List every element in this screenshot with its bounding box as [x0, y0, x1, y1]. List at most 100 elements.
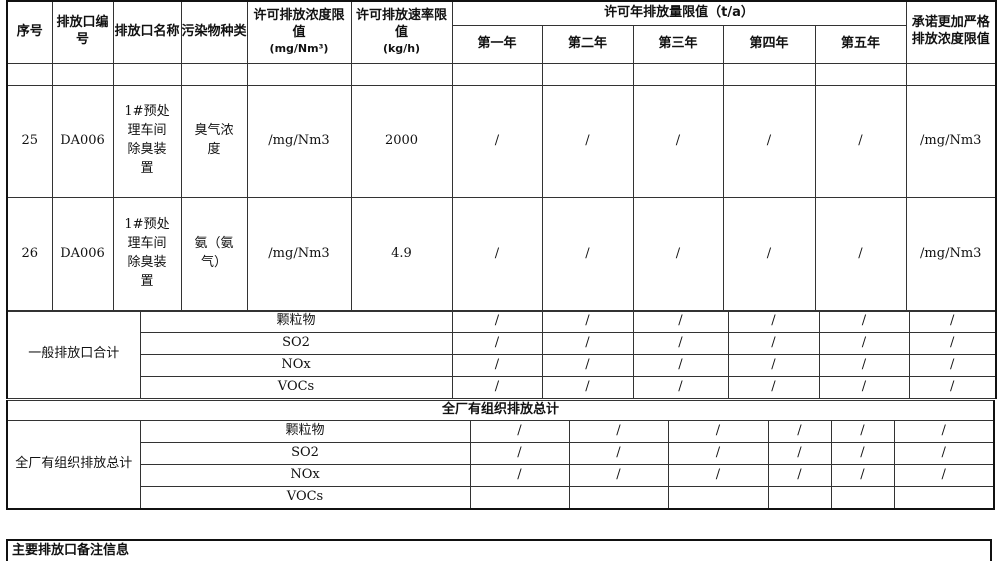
pollutant-name: NOx — [139, 464, 471, 487]
cell-code: DA006 — [51, 84, 114, 198]
total-value: / — [818, 376, 910, 399]
cell-year: / — [722, 196, 816, 312]
total-value: / — [830, 442, 895, 465]
header-seq: 序号 — [6, 0, 53, 64]
permit-table: 序号 排放口编号 排放口名称 污染物种类 许可排放浓度限值 (mg/Nm³) 许可… — [6, 0, 997, 312]
total-value: / — [469, 442, 570, 465]
total-value: / — [727, 310, 820, 333]
total-value: / — [893, 464, 995, 487]
total-value: / — [568, 420, 669, 443]
cell-rate: 2000 — [350, 84, 453, 198]
total-value: / — [893, 442, 995, 465]
cell-pollutant: 臭气浓度 — [180, 84, 248, 198]
total-value: / — [568, 464, 669, 487]
total-row: 一般排放口合计 颗粒物 / / / / / / — [6, 310, 997, 399]
total-value: / — [830, 464, 895, 487]
cell-year: / — [632, 84, 724, 198]
total-value: / — [541, 310, 634, 333]
pollutant-name: SO2 — [139, 332, 453, 355]
total-value: / — [451, 310, 543, 333]
header-stricter: 承诺更加严格排放浓度限值 — [905, 0, 997, 64]
cell-conc: /mg/Nm3 — [246, 196, 352, 312]
cell-year: / — [541, 196, 634, 312]
total-value — [568, 486, 669, 509]
total-row: 全厂有组织排放总计 颗粒物 / / / / / / — [6, 420, 995, 509]
total-value: / — [667, 420, 769, 443]
total-label: 一般排放口合计 — [6, 310, 141, 399]
total-value: / — [818, 354, 910, 377]
cell-name: 1#预处理车间除臭装置 — [112, 196, 182, 312]
header-annual-limit: 许可年排放量限值（t/a） — [451, 0, 907, 26]
conc-limit-label: 许可排放浓度限值 — [253, 8, 345, 41]
total-value: / — [893, 420, 995, 443]
total-value: / — [451, 332, 543, 355]
total-label: 全厂有组织排放总计 — [6, 420, 141, 509]
total-value — [767, 486, 832, 509]
total-value: / — [818, 310, 910, 333]
total-value: / — [818, 332, 910, 355]
pollutant-name: NOx — [139, 354, 453, 377]
cell-year: / — [451, 196, 543, 312]
plant-total-title: 全厂有组织排放总计 — [6, 400, 995, 421]
pollutant-name: 颗粒物 — [139, 420, 471, 443]
total-row: SO2// / / / / — [7, 442, 995, 465]
total-value: / — [908, 354, 997, 377]
cell-year: / — [814, 84, 907, 198]
pollutant-name: VOCs — [139, 376, 453, 399]
total-value: / — [727, 332, 820, 355]
cell-stricter: /mg/Nm3 — [905, 196, 997, 312]
pollutant-name: 颗粒物 — [139, 310, 453, 333]
header-year: 第一年 — [451, 24, 543, 64]
total-value: / — [727, 354, 820, 377]
total-value: / — [908, 376, 997, 399]
cell-rate: 4.9 — [350, 196, 453, 312]
total-value: / — [541, 354, 634, 377]
total-value: / — [727, 376, 820, 399]
total-value: / — [568, 442, 669, 465]
conc-unit: (mg/Nm³) — [269, 41, 329, 55]
total-value: / — [451, 376, 543, 399]
pollutant-name: SO2 — [139, 442, 471, 465]
header-pollutant: 污染物种类 — [180, 0, 248, 64]
total-row: SO2// / / / / — [7, 332, 997, 355]
total-value: / — [469, 464, 570, 487]
total-value: / — [767, 464, 832, 487]
total-value — [469, 486, 570, 509]
cell-pollutant: 氨（氨气） — [180, 196, 248, 312]
pollutant-name: VOCs — [139, 486, 471, 509]
total-value — [667, 486, 769, 509]
plant-total-table: 全厂有组织排放总计 全厂有组织排放总计 颗粒物 / / / / / / SO2// / / / / NOx /… — [6, 400, 995, 510]
total-value: / — [632, 310, 729, 333]
header-rate-limit: 许可排放速率限值 (kg/h) — [350, 0, 453, 64]
total-value: / — [469, 420, 570, 443]
total-value: / — [830, 420, 895, 443]
cell-year: / — [722, 84, 816, 198]
cell-seq: 25 — [6, 84, 53, 198]
empty-row — [6, 62, 997, 86]
total-row: VOCs — [7, 486, 995, 509]
total-value — [830, 486, 895, 509]
header-outlet-name: 排放口名称 — [112, 0, 182, 64]
total-value: / — [767, 420, 832, 443]
table-row: 26 DA006 1#预处理车间除臭装置 氨（氨气） /mg/Nm3 4.9 /… — [6, 196, 997, 312]
total-value: / — [632, 332, 729, 355]
general-total-table: 一般排放口合计 颗粒物 / / / / / / SO2// / / / / NOx / / / / / / VOCs / /… — [6, 310, 997, 399]
cell-code: DA006 — [51, 196, 114, 312]
cell-name: 1#预处理车间除臭装置 — [112, 84, 182, 198]
cell-year: / — [541, 84, 634, 198]
total-row: NOx / / / / / / — [7, 464, 995, 487]
cell-year: / — [632, 196, 724, 312]
total-value: / — [908, 332, 997, 355]
total-value: / — [632, 354, 729, 377]
table-row: 25 DA006 1#预处理车间除臭装置 臭气浓度 /mg/Nm3 2000 /… — [6, 84, 997, 198]
remarks-header: 主要排放口备注信息 — [6, 539, 992, 561]
cell-conc: /mg/Nm3 — [246, 84, 352, 198]
cell-year: / — [451, 84, 543, 198]
header-year: 第五年 — [814, 24, 907, 64]
total-row: NOx / / / / / / — [7, 354, 997, 377]
cell-stricter: /mg/Nm3 — [905, 84, 997, 198]
rate-unit: (kg/h) — [382, 41, 421, 55]
total-value: / — [541, 332, 634, 355]
total-value: / — [667, 442, 769, 465]
total-value: / — [767, 442, 832, 465]
